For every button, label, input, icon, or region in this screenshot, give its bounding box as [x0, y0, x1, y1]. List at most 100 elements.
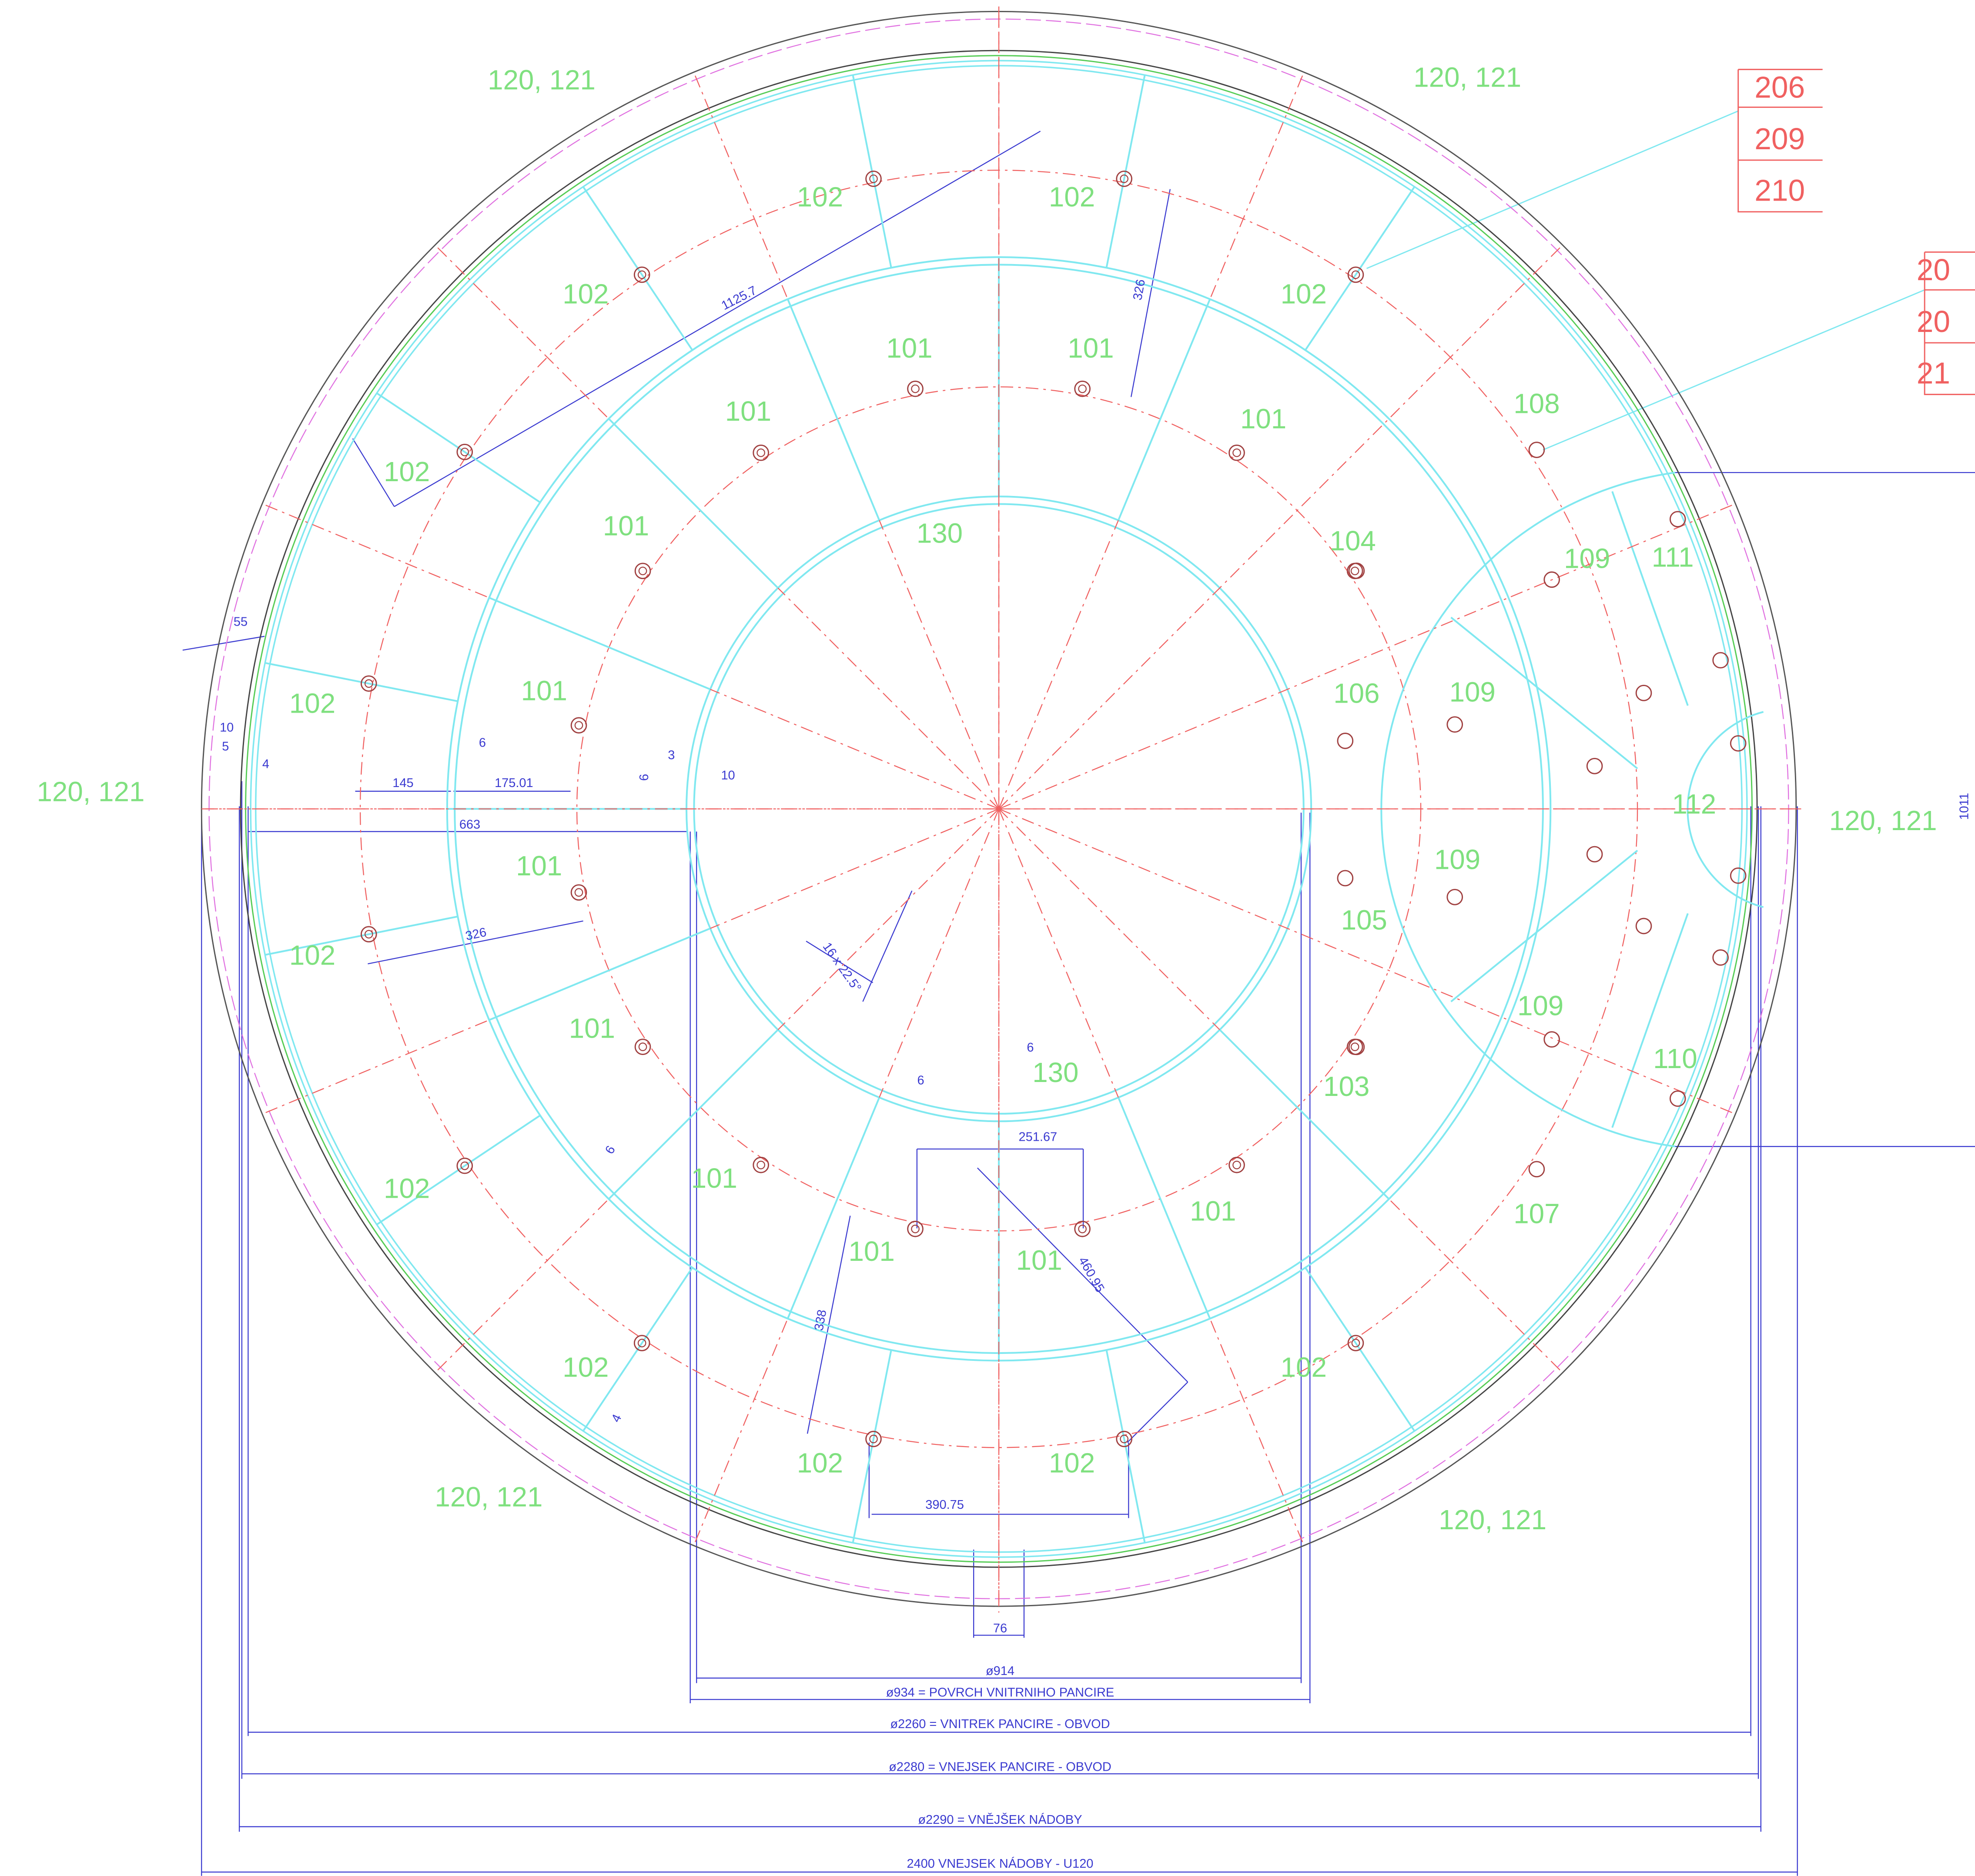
- bolt: [570, 717, 587, 734]
- dimension: 6: [479, 736, 486, 750]
- bolt: [1347, 1335, 1364, 1351]
- part-label: 104: [1330, 526, 1376, 556]
- rib: [787, 298, 880, 521]
- part-label: 120, 121: [488, 64, 596, 95]
- bolt: [456, 444, 473, 460]
- part-label: 102: [1281, 1352, 1327, 1383]
- bolt: [1351, 270, 1360, 279]
- bolt: [364, 930, 373, 939]
- part-label: 130: [1032, 1057, 1078, 1088]
- part-label: 110: [1653, 1043, 1697, 1074]
- dimension: 16 x 22.5°: [820, 940, 864, 995]
- bolt: [1528, 442, 1545, 458]
- bolt: [1586, 846, 1603, 863]
- bolt: [753, 1156, 769, 1173]
- bolt: [1074, 1220, 1091, 1237]
- bolt: [869, 174, 878, 183]
- part-label: 120, 121: [435, 1482, 542, 1513]
- bolt: [911, 384, 920, 393]
- bolt: [1635, 918, 1652, 935]
- bolt: [1120, 174, 1128, 183]
- rib: [608, 418, 779, 589]
- bolt: [633, 266, 650, 283]
- table-cell: 20: [1917, 253, 1950, 287]
- dimension: 10: [220, 721, 234, 735]
- bolt: [1543, 571, 1560, 588]
- part-label: 130: [917, 518, 963, 549]
- bolt: [638, 1042, 647, 1051]
- bolt: [1528, 1161, 1545, 1178]
- bottom-dimensions: [182, 131, 1975, 1876]
- part-label: 106: [1333, 678, 1379, 709]
- center-line: [998, 808, 1732, 1113]
- part-label: 101: [516, 851, 562, 881]
- part-label: 109: [1449, 677, 1496, 708]
- dimension: 175.01: [495, 776, 533, 790]
- center-line: [998, 505, 1732, 810]
- part-label: 101: [691, 1163, 737, 1194]
- part-label: 112: [1672, 789, 1717, 820]
- bolt: [637, 1339, 646, 1347]
- bolt: [1446, 889, 1463, 905]
- part-label: 101: [603, 510, 649, 541]
- dimension: 4: [609, 1412, 625, 1424]
- bolt: [1730, 867, 1747, 884]
- bolt: [633, 1335, 650, 1351]
- table-cell: 21: [1917, 356, 1950, 390]
- table-cell: 206: [1754, 70, 1805, 104]
- bolt: [757, 1160, 765, 1169]
- bolt: [460, 1161, 469, 1170]
- dimension: 1125.7: [719, 284, 759, 313]
- part-label: 108: [1513, 389, 1560, 419]
- part-label: 109: [1564, 543, 1610, 574]
- dimension: 3: [668, 748, 675, 762]
- dimension: 6: [917, 1073, 924, 1087]
- part-label: 103: [1323, 1071, 1369, 1102]
- rib: [1219, 1029, 1390, 1200]
- bolt: [1232, 1160, 1241, 1169]
- bolt: [360, 926, 377, 943]
- dimension: 76: [993, 1621, 1007, 1635]
- bolt: [456, 1157, 473, 1174]
- dimension: 460.95: [1076, 1255, 1107, 1295]
- part-label: 102: [562, 279, 609, 310]
- bolt: [638, 566, 647, 576]
- table-cell: 210: [1754, 174, 1805, 208]
- leaders: [1366, 69, 1975, 451]
- dimension: 326: [1131, 278, 1148, 302]
- bolt: [1350, 1042, 1359, 1051]
- rib: [489, 597, 711, 690]
- dimension: 145: [392, 776, 413, 790]
- bolt: [1116, 1430, 1132, 1447]
- bolt: [364, 679, 373, 688]
- bolt: [1669, 1090, 1686, 1107]
- bolt: [1078, 384, 1087, 393]
- part-label: 101: [1016, 1245, 1062, 1276]
- part-label: 101: [1240, 403, 1286, 434]
- bolt: [634, 563, 651, 580]
- bolt: [753, 444, 769, 461]
- part-label: 109: [1434, 844, 1480, 875]
- part-label: 120, 121: [1439, 1504, 1547, 1535]
- bolt: [460, 447, 469, 456]
- bolt: [865, 171, 882, 187]
- rib: [1117, 1097, 1211, 1319]
- bolt: [1116, 171, 1132, 187]
- bolt: [1543, 1031, 1560, 1048]
- sub-region: [1380, 472, 1764, 1148]
- dimension: 4: [262, 757, 269, 771]
- bolt: [1348, 1038, 1365, 1055]
- bolt: [574, 888, 583, 897]
- bolt: [1229, 1156, 1245, 1173]
- table-cell: 20: [1917, 305, 1950, 338]
- part-label: 120, 121: [1829, 805, 1937, 836]
- bolt: [1350, 566, 1359, 576]
- part-label: 101: [569, 1013, 615, 1044]
- part-label: 120, 121: [37, 776, 145, 807]
- bolt: [907, 1220, 924, 1237]
- dimension: 1011: [1957, 793, 1971, 820]
- part-label: 102: [1049, 182, 1095, 213]
- dimension: ø2280 = VNEJSEK PANCIRE - OBVOD: [889, 1760, 1111, 1774]
- dimension: 663: [459, 818, 480, 832]
